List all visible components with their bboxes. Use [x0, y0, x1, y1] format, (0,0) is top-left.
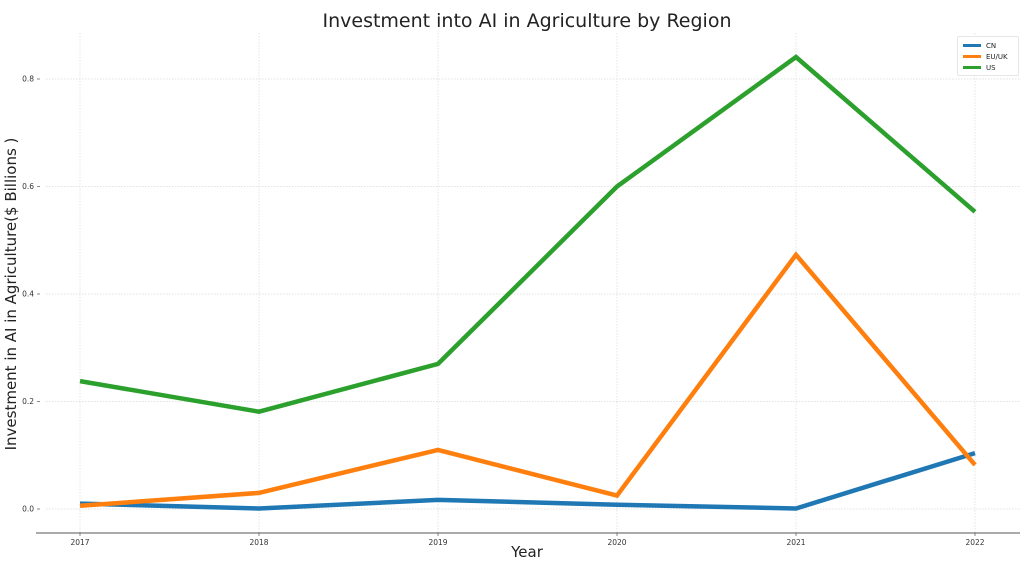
- x-tick-label: 2021: [786, 538, 805, 547]
- axes: 2017 2018 2019 2020 2021 2022 0.0 0.2 0.4 0.6 0.8: [22, 75, 1020, 547]
- y-tick-label: 0.2: [22, 397, 34, 406]
- grid-lines: [46, 33, 1020, 533]
- series-line-us: [79, 54, 977, 415]
- legend-item-euuk: EU/UK: [963, 51, 1008, 62]
- legend-label-cn: CN: [986, 41, 997, 50]
- legend-swatch-euuk: [963, 55, 981, 58]
- series-line-euuk: [79, 251, 977, 509]
- series-line-cn: [79, 450, 976, 511]
- y-tick-label: 0.4: [22, 290, 34, 299]
- legend-item-cn: CN: [963, 40, 996, 51]
- x-tick-label: 2017: [70, 538, 89, 547]
- y-tick-label: 0.0: [22, 505, 34, 514]
- chart-title: Investment into AI in Agriculture by Reg…: [322, 10, 732, 32]
- x-tick-label: 2019: [428, 538, 447, 547]
- x-tick-label: 2018: [249, 538, 268, 547]
- legend-label-us: US: [986, 63, 996, 72]
- legend-swatch-us: [963, 66, 981, 69]
- x-axis-label: Year: [511, 543, 543, 561]
- legend-label-euuk: EU/UK: [986, 52, 1008, 61]
- legend: CN EU/UK US: [957, 36, 1019, 76]
- legend-swatch-cn: [963, 44, 981, 47]
- x-tick-label: 2022: [965, 538, 984, 547]
- y-tick-label: 0.6: [22, 182, 34, 191]
- x-tick-label: 2020: [607, 538, 626, 547]
- y-tick-label: 0.8: [22, 75, 34, 84]
- legend-item-us: US: [963, 62, 996, 73]
- series-lines: [79, 54, 977, 511]
